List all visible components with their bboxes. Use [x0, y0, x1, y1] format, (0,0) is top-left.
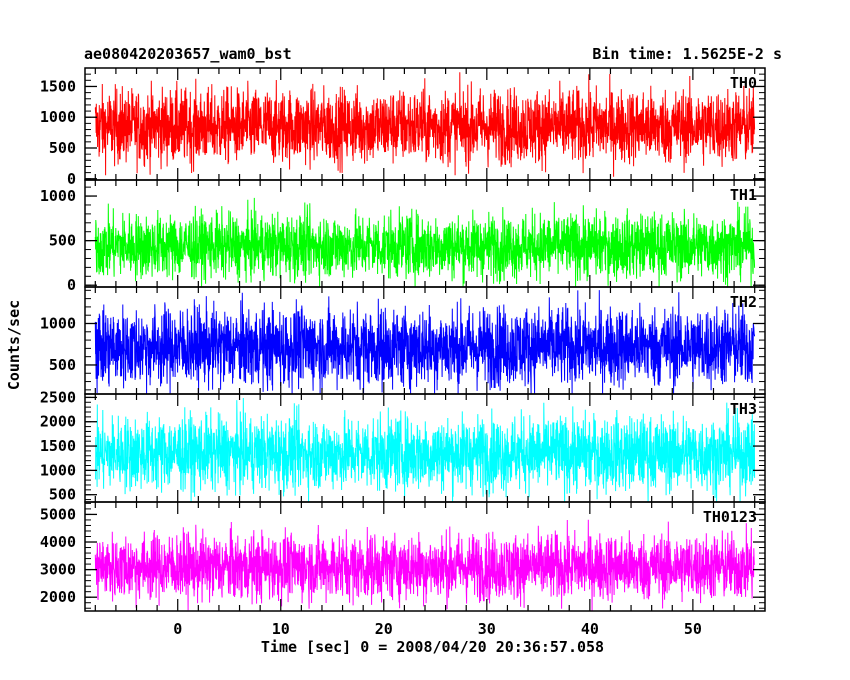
x-axis-label: Time [sec] 0 = 2008/04/20 20:36:57.058 [260, 638, 605, 656]
panel-label-th3: TH3 [730, 400, 757, 418]
series-line-th0 [94, 72, 756, 177]
x-tick-label: 10 [272, 620, 290, 638]
y-tick-label: 500 [49, 486, 76, 504]
series-line-th2 [94, 290, 756, 395]
y-tick-label: 0 [67, 170, 76, 188]
y-tick-label: 1000 [40, 461, 76, 479]
y-tick-label: 1000 [40, 108, 76, 126]
y-tick-label: 4000 [40, 533, 76, 551]
y-tick-label: 1000 [40, 314, 76, 332]
chart-title: ae080420203657_wam0_bst [84, 45, 292, 63]
y-tick-label: 1500 [40, 437, 76, 455]
y-tick-label: 3000 [40, 561, 76, 579]
panel-label-th0123: TH0123 [703, 508, 757, 526]
x-tick-label: 30 [478, 620, 496, 638]
x-tick-label: 50 [684, 620, 702, 638]
series-line-th0123 [94, 519, 756, 612]
x-tick-label: 20 [375, 620, 393, 638]
series-line-th1 [94, 197, 756, 288]
x-tick-label: 0 [173, 620, 182, 638]
y-tick-label: 1500 [40, 77, 76, 95]
y-tick-label: 2000 [40, 588, 76, 606]
y-tick-label: 500 [49, 356, 76, 374]
y-tick-label: 2000 [40, 413, 76, 431]
y-tick-label: 5000 [40, 505, 76, 523]
y-tick-label: 1000 [40, 187, 76, 205]
bin-time-label: Bin time: 1.5625E-2 s [592, 45, 782, 63]
panel-label-th1: TH1 [730, 186, 757, 204]
y-tick-label: 500 [49, 232, 76, 250]
panel-label-th2: TH2 [730, 293, 757, 311]
x-tick-label: 40 [581, 620, 599, 638]
y-tick-label: 500 [49, 139, 76, 157]
y-axis-label: Counts/sec [5, 299, 23, 391]
series-line-th3 [94, 397, 756, 503]
y-tick-label: 0 [67, 276, 76, 294]
y-tick-label: 2500 [40, 388, 76, 406]
panel-label-th0: TH0 [730, 74, 757, 92]
